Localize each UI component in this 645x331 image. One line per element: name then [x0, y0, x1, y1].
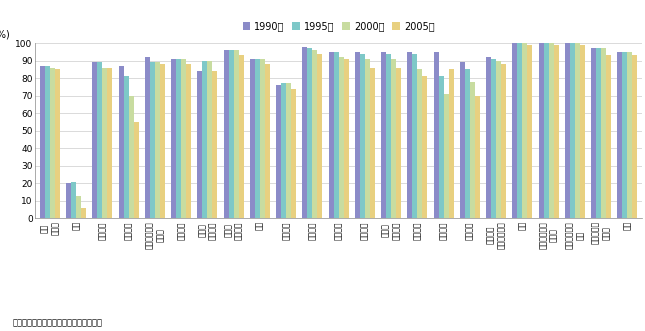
Bar: [40, 66, 45, 218]
Bar: [333, 52, 339, 218]
Bar: [591, 48, 596, 218]
Bar: [628, 52, 632, 218]
Bar: [308, 48, 312, 218]
Bar: [544, 43, 549, 218]
Bar: [150, 62, 155, 218]
Bar: [417, 70, 422, 218]
Bar: [539, 43, 544, 218]
Bar: [355, 52, 360, 218]
Bar: [186, 64, 191, 218]
Bar: [496, 61, 501, 218]
Bar: [224, 50, 228, 218]
Bar: [286, 83, 291, 218]
Bar: [265, 64, 270, 218]
Bar: [124, 76, 128, 218]
Bar: [50, 68, 55, 218]
Bar: [617, 52, 622, 218]
Bar: [228, 50, 233, 218]
Bar: [444, 94, 449, 218]
Bar: [517, 43, 522, 218]
Bar: [528, 45, 532, 218]
Bar: [212, 71, 217, 218]
Bar: [291, 89, 296, 218]
Bar: [622, 52, 628, 218]
Bar: [549, 43, 553, 218]
Bar: [171, 59, 176, 218]
Bar: [501, 64, 506, 218]
Bar: [155, 62, 160, 218]
Bar: [344, 59, 348, 218]
Bar: [370, 68, 375, 218]
Bar: [575, 43, 580, 218]
Bar: [128, 96, 134, 218]
Bar: [596, 48, 601, 218]
Bar: [422, 76, 428, 218]
Bar: [580, 45, 585, 218]
Bar: [250, 59, 255, 218]
Bar: [433, 52, 439, 218]
Bar: [239, 55, 244, 218]
Bar: [317, 54, 322, 218]
Bar: [208, 61, 212, 218]
Bar: [412, 54, 417, 218]
Bar: [553, 45, 559, 218]
Bar: [365, 59, 370, 218]
Bar: [491, 59, 496, 218]
Bar: [119, 66, 124, 218]
Bar: [134, 122, 139, 218]
Bar: [470, 82, 475, 218]
Bar: [460, 62, 465, 218]
Text: (%): (%): [0, 29, 10, 39]
Bar: [92, 62, 97, 218]
Bar: [303, 47, 308, 218]
Bar: [408, 52, 412, 218]
Bar: [145, 57, 150, 218]
Bar: [176, 59, 181, 218]
Bar: [312, 50, 317, 218]
Bar: [381, 52, 386, 218]
Bar: [570, 43, 575, 218]
Bar: [45, 66, 50, 218]
Bar: [360, 54, 365, 218]
Bar: [197, 71, 203, 218]
Text: 資料：総務省『産業連関表』から作成。: 資料：総務省『産業連関表』から作成。: [13, 319, 103, 328]
Bar: [565, 43, 570, 218]
Bar: [396, 68, 401, 218]
Bar: [522, 43, 528, 218]
Bar: [439, 76, 444, 218]
Bar: [601, 48, 606, 218]
Bar: [160, 64, 165, 218]
Bar: [281, 83, 286, 218]
Bar: [233, 50, 239, 218]
Bar: [107, 68, 112, 218]
Bar: [203, 61, 208, 218]
Bar: [486, 57, 491, 218]
Bar: [260, 59, 265, 218]
Bar: [465, 70, 470, 218]
Bar: [181, 59, 186, 218]
Bar: [76, 196, 81, 218]
Bar: [339, 57, 344, 218]
Bar: [55, 70, 60, 218]
Legend: 1990年, 1995年, 2000年, 2005年: 1990年, 1995年, 2000年, 2005年: [243, 22, 435, 31]
Bar: [512, 43, 517, 218]
Bar: [391, 59, 396, 218]
Bar: [632, 55, 637, 218]
Bar: [71, 182, 76, 218]
Bar: [97, 62, 103, 218]
Bar: [255, 59, 260, 218]
Bar: [81, 208, 86, 218]
Bar: [606, 55, 611, 218]
Bar: [66, 183, 71, 218]
Bar: [449, 70, 453, 218]
Bar: [103, 68, 107, 218]
Bar: [329, 52, 333, 218]
Bar: [475, 96, 480, 218]
Bar: [276, 85, 281, 218]
Bar: [386, 54, 391, 218]
